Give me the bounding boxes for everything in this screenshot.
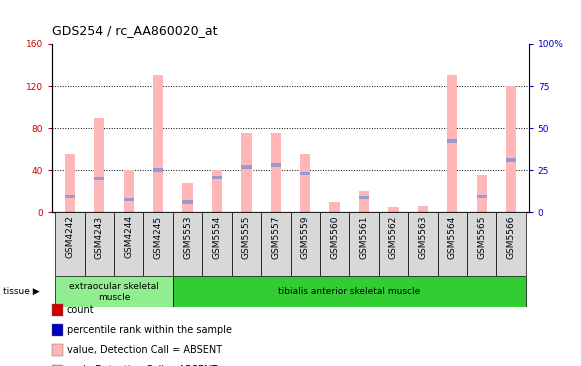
Bar [300, 172, 310, 175]
Bar [241, 165, 252, 169]
Bar [271, 133, 281, 212]
Bar [65, 195, 75, 198]
Text: GSM5554: GSM5554 [213, 216, 221, 259]
FancyBboxPatch shape [379, 212, 408, 276]
Text: GSM5553: GSM5553 [183, 216, 192, 259]
Text: percentile rank within the sample: percentile rank within the sample [67, 325, 232, 335]
Text: GSM4242: GSM4242 [66, 216, 74, 258]
Text: GSM4244: GSM4244 [124, 216, 133, 258]
FancyBboxPatch shape [55, 276, 173, 307]
Bar [153, 75, 163, 212]
Text: count: count [67, 305, 95, 315]
Text: extraocular skeletal
muscle: extraocular skeletal muscle [69, 282, 159, 302]
Bar [506, 158, 516, 161]
Bar [506, 86, 516, 212]
FancyBboxPatch shape [114, 212, 144, 276]
Text: GSM5555: GSM5555 [242, 216, 251, 259]
Text: tibialis anterior skeletal muscle: tibialis anterior skeletal muscle [278, 287, 421, 296]
FancyBboxPatch shape [173, 212, 202, 276]
Bar [418, 206, 428, 212]
Bar [182, 200, 193, 203]
FancyBboxPatch shape [55, 212, 85, 276]
Bar [182, 183, 193, 212]
FancyBboxPatch shape [173, 276, 526, 307]
Bar [241, 133, 252, 212]
FancyBboxPatch shape [408, 212, 437, 276]
FancyBboxPatch shape [232, 212, 261, 276]
Bar [476, 175, 487, 212]
FancyBboxPatch shape [467, 212, 496, 276]
FancyBboxPatch shape [144, 212, 173, 276]
Bar [212, 176, 222, 179]
Bar [329, 202, 340, 212]
Bar [124, 170, 134, 212]
FancyBboxPatch shape [437, 212, 467, 276]
Bar [447, 75, 457, 212]
Text: value, Detection Call = ABSENT: value, Detection Call = ABSENT [67, 345, 222, 355]
Text: GSM5562: GSM5562 [389, 216, 398, 259]
Text: GSM5560: GSM5560 [330, 216, 339, 259]
Bar [476, 195, 487, 198]
Bar [359, 196, 369, 199]
FancyBboxPatch shape [85, 212, 114, 276]
Bar [94, 177, 105, 180]
FancyBboxPatch shape [202, 212, 232, 276]
FancyBboxPatch shape [261, 212, 290, 276]
FancyBboxPatch shape [496, 212, 526, 276]
Text: GSM5561: GSM5561 [360, 216, 368, 259]
Bar [447, 139, 457, 143]
Bar [271, 163, 281, 167]
Text: GSM4245: GSM4245 [153, 216, 163, 259]
Bar [300, 154, 310, 212]
Text: GDS254 / rc_AA860020_at: GDS254 / rc_AA860020_at [52, 23, 218, 37]
Text: GSM5564: GSM5564 [448, 216, 457, 259]
Bar [124, 198, 134, 202]
Text: GSM5557: GSM5557 [271, 216, 280, 259]
Bar [359, 191, 369, 212]
Bar [153, 168, 163, 172]
FancyBboxPatch shape [349, 212, 379, 276]
Text: tissue ▶: tissue ▶ [3, 287, 40, 296]
Text: GSM5565: GSM5565 [477, 216, 486, 259]
Bar [65, 154, 75, 212]
FancyBboxPatch shape [290, 212, 320, 276]
Text: GSM4243: GSM4243 [95, 216, 104, 259]
Bar [388, 207, 399, 212]
Text: rank, Detection Call = ABSENT: rank, Detection Call = ABSENT [67, 365, 217, 366]
Text: GSM5566: GSM5566 [507, 216, 515, 259]
Bar [212, 170, 222, 212]
Text: GSM5559: GSM5559 [301, 216, 310, 259]
FancyBboxPatch shape [320, 212, 349, 276]
Text: GSM5563: GSM5563 [418, 216, 428, 259]
Bar [94, 117, 105, 212]
